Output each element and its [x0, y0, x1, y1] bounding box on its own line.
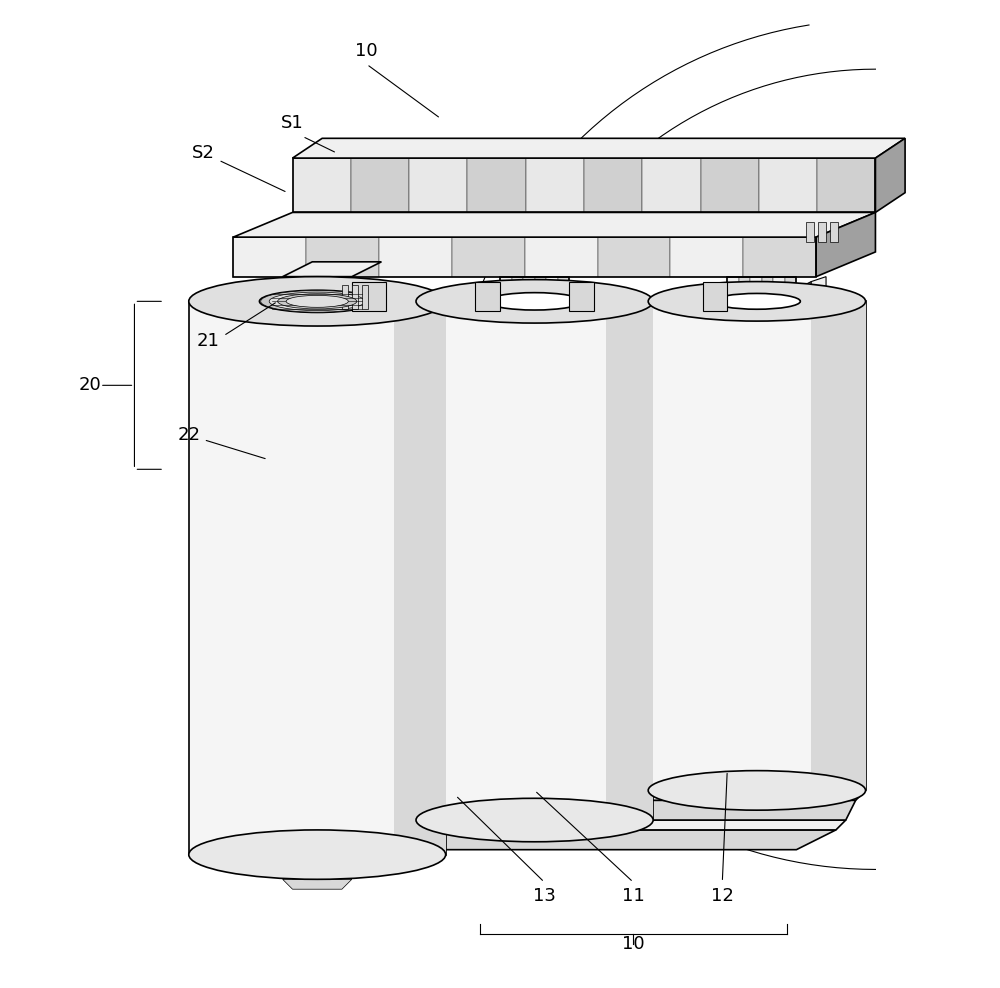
Polygon shape: [598, 237, 670, 277]
Ellipse shape: [416, 798, 653, 842]
Polygon shape: [283, 869, 352, 879]
Polygon shape: [283, 879, 352, 889]
Ellipse shape: [487, 292, 582, 310]
Polygon shape: [811, 277, 826, 785]
Polygon shape: [750, 277, 762, 790]
Polygon shape: [329, 277, 340, 790]
Polygon shape: [584, 158, 642, 212]
Polygon shape: [394, 301, 446, 855]
Bar: [818, 222, 826, 242]
Text: 20: 20: [79, 376, 101, 394]
Polygon shape: [875, 138, 905, 212]
Text: 10: 10: [355, 42, 378, 60]
Polygon shape: [727, 277, 739, 790]
Ellipse shape: [648, 771, 866, 810]
Polygon shape: [762, 277, 773, 790]
Polygon shape: [283, 262, 381, 277]
Polygon shape: [213, 830, 836, 850]
Bar: [352, 285, 358, 309]
Bar: [362, 285, 368, 309]
Polygon shape: [648, 301, 866, 790]
Polygon shape: [351, 158, 409, 212]
Polygon shape: [526, 158, 584, 212]
Polygon shape: [233, 237, 306, 277]
Ellipse shape: [416, 280, 653, 323]
Ellipse shape: [261, 290, 374, 312]
Polygon shape: [642, 158, 701, 212]
Polygon shape: [283, 850, 352, 860]
Polygon shape: [606, 301, 653, 820]
Polygon shape: [558, 277, 569, 790]
Polygon shape: [773, 277, 785, 790]
Polygon shape: [701, 158, 759, 212]
Polygon shape: [294, 277, 306, 790]
FancyBboxPatch shape: [352, 282, 386, 311]
Polygon shape: [452, 237, 525, 277]
Polygon shape: [379, 237, 452, 277]
Polygon shape: [317, 277, 329, 790]
Polygon shape: [525, 237, 598, 277]
Polygon shape: [791, 282, 811, 795]
Polygon shape: [523, 277, 535, 790]
Ellipse shape: [189, 277, 446, 326]
Bar: [342, 285, 348, 309]
Bar: [830, 222, 838, 242]
Polygon shape: [759, 158, 817, 212]
Polygon shape: [409, 158, 467, 212]
Polygon shape: [293, 138, 905, 158]
Ellipse shape: [269, 292, 365, 310]
Ellipse shape: [286, 295, 348, 307]
Polygon shape: [340, 277, 352, 790]
Polygon shape: [811, 301, 866, 790]
FancyBboxPatch shape: [475, 282, 500, 311]
Polygon shape: [739, 277, 750, 790]
Polygon shape: [189, 301, 446, 855]
Polygon shape: [293, 158, 351, 212]
Text: 11: 11: [622, 887, 645, 905]
Polygon shape: [283, 277, 294, 790]
Polygon shape: [467, 158, 526, 212]
Polygon shape: [213, 820, 846, 830]
Ellipse shape: [259, 290, 375, 312]
Polygon shape: [500, 277, 512, 790]
Polygon shape: [670, 237, 743, 277]
Text: 10: 10: [622, 935, 645, 952]
Polygon shape: [535, 277, 546, 790]
Polygon shape: [306, 237, 379, 277]
Ellipse shape: [189, 830, 446, 879]
Polygon shape: [416, 301, 653, 820]
Polygon shape: [306, 277, 317, 790]
Ellipse shape: [713, 293, 800, 309]
Text: S1: S1: [281, 115, 304, 132]
Ellipse shape: [648, 282, 866, 321]
FancyBboxPatch shape: [703, 282, 727, 311]
Polygon shape: [512, 277, 523, 790]
Text: 21: 21: [197, 332, 220, 350]
Polygon shape: [743, 237, 816, 277]
Bar: [806, 222, 814, 242]
Polygon shape: [817, 158, 875, 212]
Text: S2: S2: [192, 144, 215, 162]
Polygon shape: [785, 277, 796, 790]
Polygon shape: [223, 800, 856, 820]
Polygon shape: [546, 277, 558, 790]
Ellipse shape: [278, 293, 357, 309]
Polygon shape: [233, 212, 875, 237]
Polygon shape: [283, 860, 352, 869]
FancyBboxPatch shape: [569, 282, 594, 311]
Polygon shape: [233, 790, 866, 800]
Text: 13: 13: [533, 887, 556, 905]
Text: 12: 12: [711, 887, 734, 905]
Text: 22: 22: [177, 426, 200, 444]
Polygon shape: [816, 212, 875, 277]
